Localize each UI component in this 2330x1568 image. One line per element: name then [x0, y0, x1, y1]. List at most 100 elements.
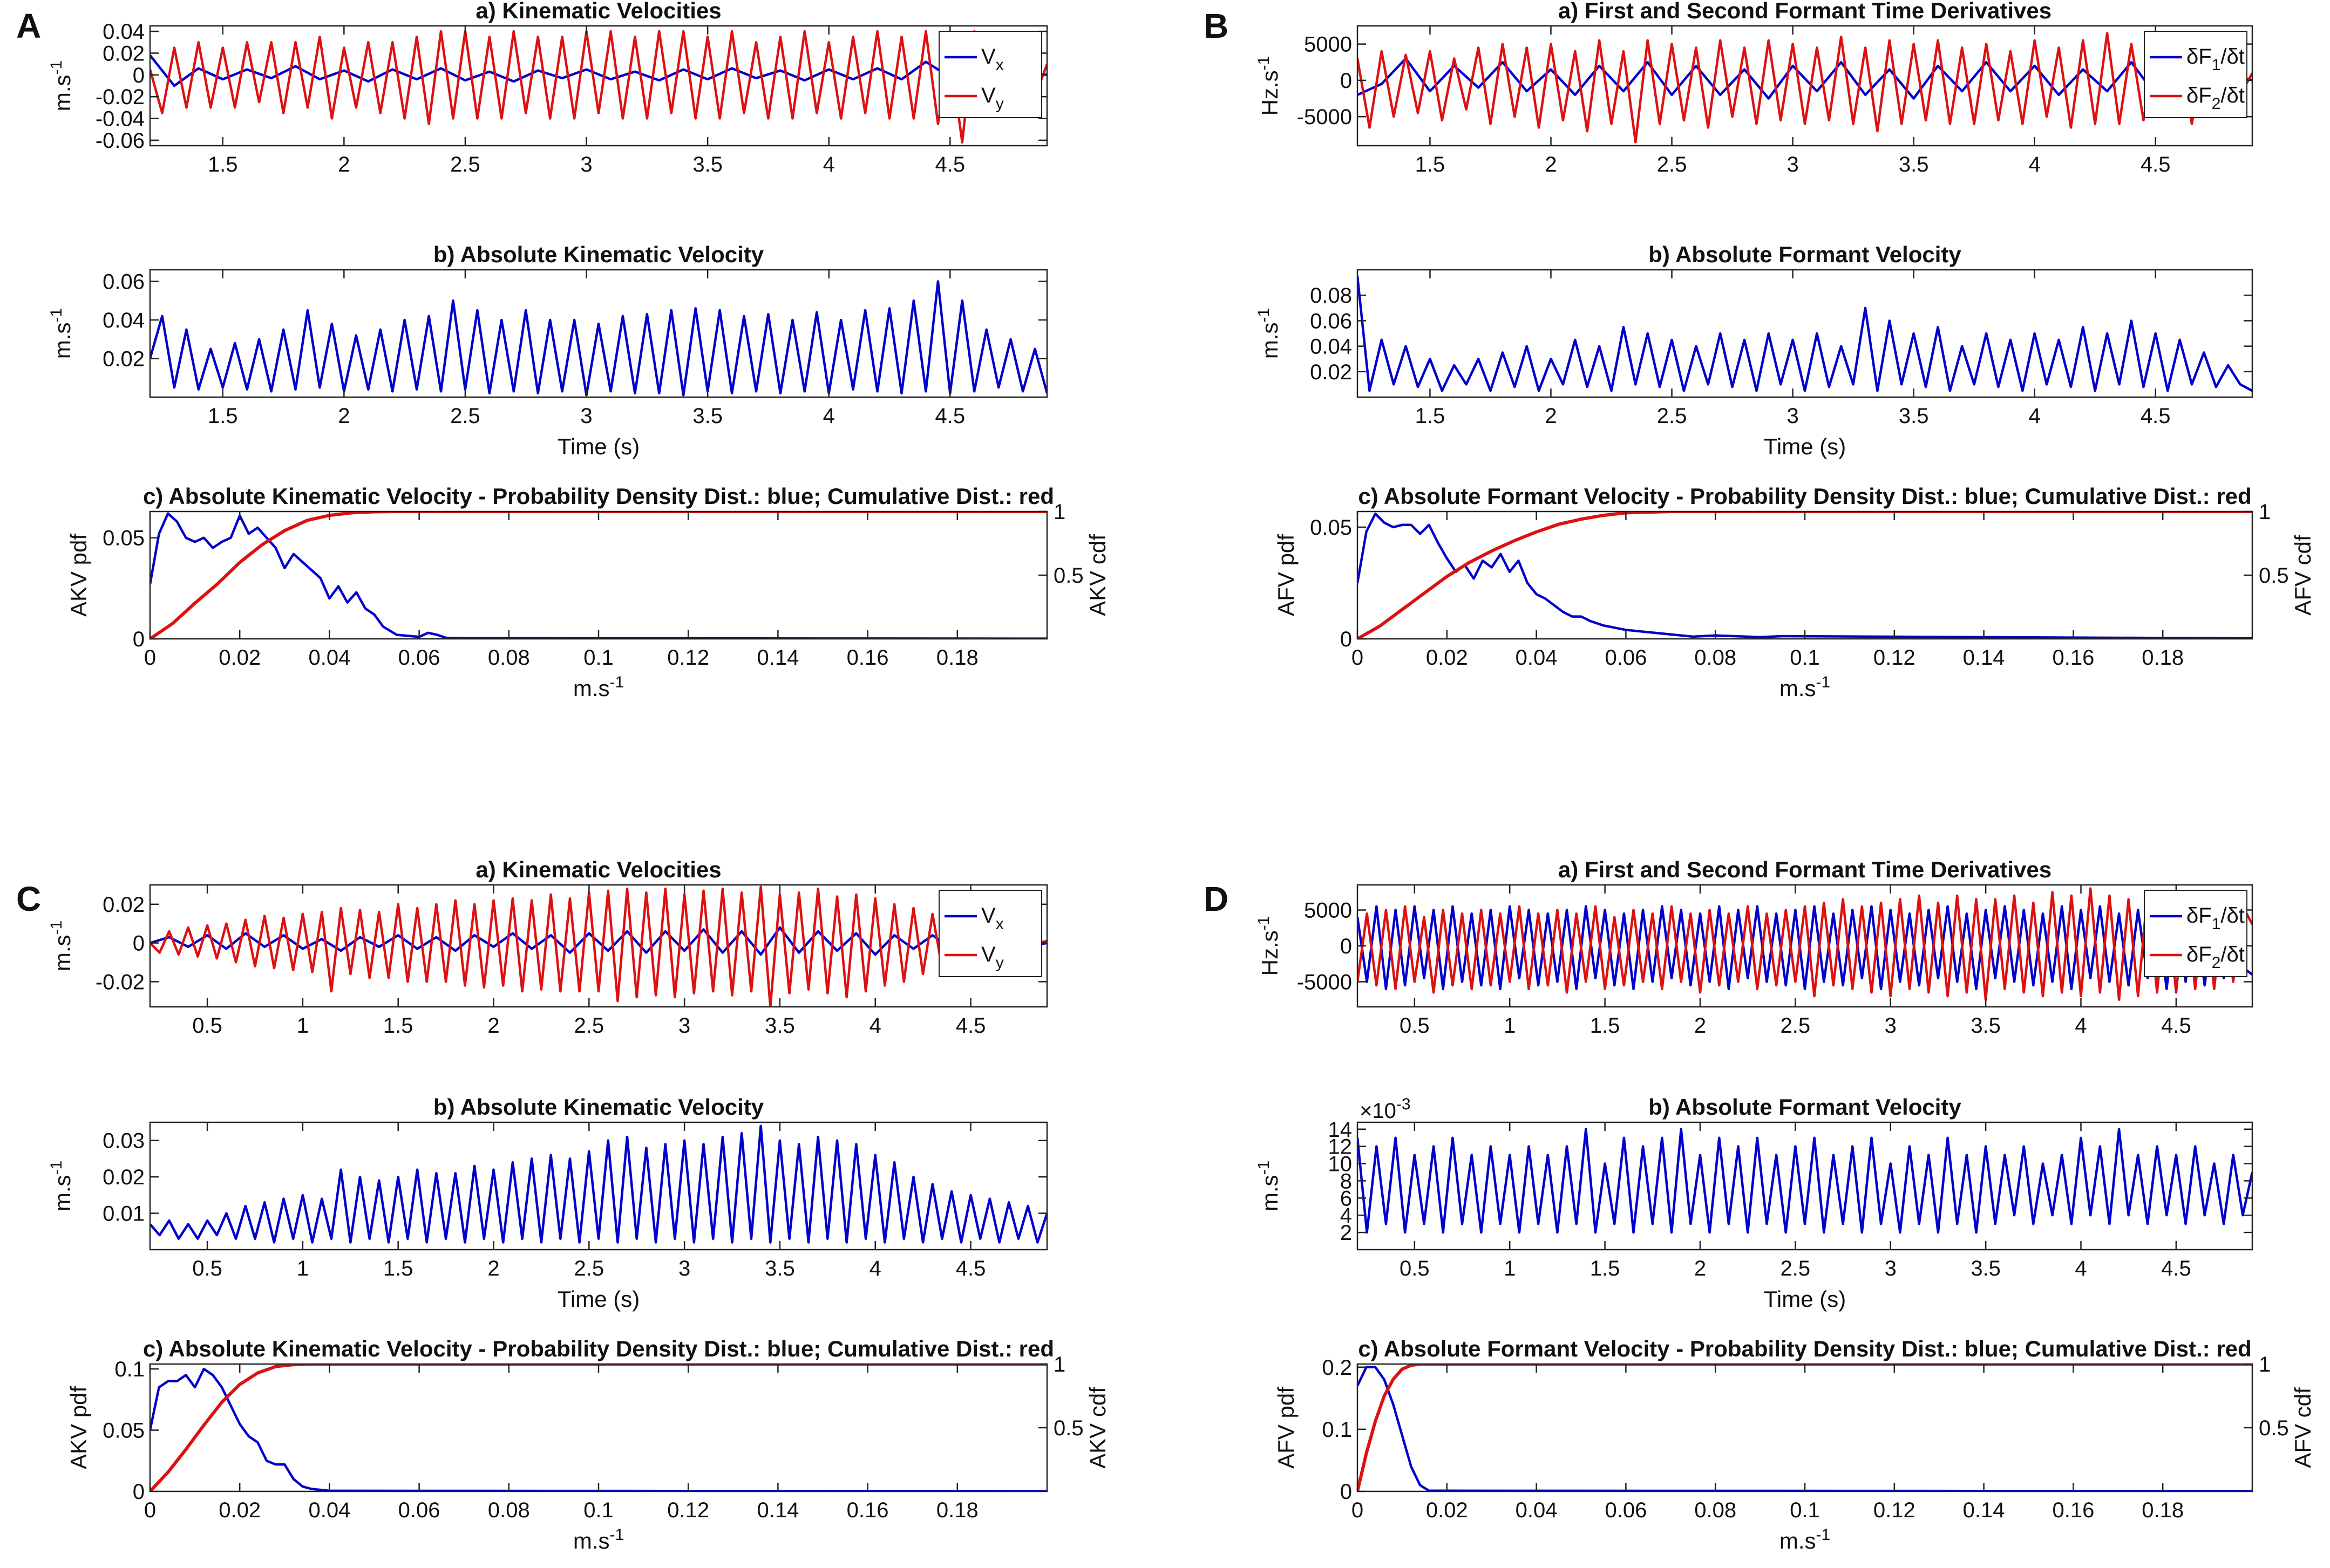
x-tick-label: 0.04	[308, 1498, 350, 1522]
y-tick-label: -5000	[1297, 970, 1352, 994]
x-tick-label: 0.12	[1873, 1498, 1915, 1522]
legend-entry-base: δF	[2186, 943, 2212, 966]
panel-letter: A	[16, 6, 41, 45]
x-tick-label: 0.1	[1790, 1498, 1820, 1522]
legend-entry-tail: /δt	[2220, 904, 2245, 928]
legend-entry: Vx	[981, 904, 1004, 933]
x-tick-label: 0.06	[1605, 646, 1647, 670]
x-tick-label: 0.12	[1873, 646, 1915, 670]
y-axis-label: m.s-1	[47, 921, 75, 971]
x-tick-label: 2.5	[574, 1014, 604, 1038]
x-tick-label: 2.5	[1657, 153, 1687, 176]
x-tick-label: 1	[1504, 1014, 1516, 1038]
x-axis-label-text: m.s	[1779, 1528, 1816, 1553]
y-axis-label-right: AFV cdf	[2290, 1387, 2315, 1468]
x-tick-label: 3.5	[1899, 153, 1929, 176]
subplot-b-c: c) Absolute Formant Velocity - Probabili…	[1273, 483, 2315, 701]
subplot-a-b: b) Absolute Kinematic Velocity 1.5 2 2.5 3 3.…	[47, 242, 1048, 459]
panel-d: Da) First and Second Formant Time Deriva…	[1204, 857, 2315, 1553]
subplot-c-c: c) Absolute Kinematic Velocity - Probabi…	[66, 1336, 1110, 1553]
x-tick-label: 4.5	[956, 1257, 986, 1280]
legend-entry-subscript: 2	[2212, 954, 2221, 972]
series-line-pdf	[1357, 1366, 2252, 1491]
x-tick-label: 0.02	[1426, 646, 1468, 670]
y-tick-label: 0.02	[103, 347, 145, 371]
y-tick-label: 14	[1328, 1118, 1353, 1142]
series-line-df1-dt	[1357, 905, 2252, 991]
x-tick-label: 1.5	[208, 404, 238, 428]
legend-entry-base: δF	[2186, 904, 2212, 928]
x-tick-label: 2.5	[1657, 404, 1687, 428]
legend-entry-subscript: 1	[2212, 56, 2221, 74]
subplot-title: a) First and Second Formant Time Derivat…	[1558, 857, 2052, 882]
x-tick-label: 0.16	[2052, 646, 2094, 670]
x-tick-label: 0.5	[1400, 1014, 1430, 1038]
y-axis-label-exponent: -1	[47, 1161, 65, 1175]
y-axis-label: m.s-1	[1255, 308, 1282, 359]
y-tick-label: 0.04	[1310, 335, 1352, 359]
x-tick-label: 1	[297, 1014, 309, 1038]
y-tick-label: 0.06	[103, 270, 145, 294]
y-tick-label: -0.02	[96, 85, 145, 109]
legend-entry-base: δF	[2186, 45, 2212, 69]
y-tick-label-right: 1	[1054, 1353, 1065, 1376]
x-tick-label: 2	[1694, 1257, 1706, 1280]
y-tick-label: 0	[1340, 1480, 1352, 1504]
x-tick-label: 2	[338, 153, 350, 176]
series-group	[150, 30, 1047, 144]
x-axis-label: Time (s)	[1764, 1286, 1846, 1312]
y-axis-label: AFV pdf	[1273, 534, 1299, 616]
y-axis-label: m.s-1	[47, 308, 75, 359]
y-tick-label: 0.01	[103, 1202, 145, 1226]
y-tick-label: 5000	[1304, 33, 1352, 57]
subplot-title: c) Absolute Kinematic Velocity - Probabi…	[143, 1336, 1054, 1361]
x-tick-label: 0.18	[2142, 646, 2184, 670]
y-tick-label-right: 0.5	[1054, 1416, 1084, 1440]
y-tick-label: 8	[1340, 1169, 1352, 1193]
x-tick-label: 0.04	[1516, 1498, 1558, 1522]
y-tick-label: 0.05	[103, 1419, 145, 1443]
x-tick-label: 1.5	[1415, 153, 1445, 176]
x-tick-label: 4.5	[935, 153, 966, 176]
x-tick-label: 1.5	[1415, 404, 1445, 428]
y-tick-label: 0	[133, 628, 145, 651]
x-tick-label: 0.5	[1400, 1257, 1430, 1280]
y-axis-label-text: m.s	[50, 323, 75, 359]
legend-entry: δF2/δt	[2186, 84, 2245, 113]
y-tick-label: 10	[1328, 1153, 1353, 1176]
x-tick-label: 2.5	[450, 153, 480, 176]
x-tick-label: 3	[1786, 153, 1798, 176]
subplot-title: a) First and Second Formant Time Derivat…	[1558, 0, 2052, 23]
y-tick-label: 0	[133, 64, 145, 87]
legend-entry-tail: /δt	[2220, 84, 2245, 107]
x-tick-label: 3.5	[765, 1257, 795, 1280]
y-axis-label-exponent: -1	[47, 921, 65, 935]
y-tick-label: 2	[1340, 1221, 1352, 1245]
x-tick-label: 0.16	[847, 646, 889, 670]
y-axis-label-right: AKV cdf	[1085, 1387, 1110, 1469]
y-axis-label-text: m.s	[50, 75, 75, 112]
panel-c: Ca) Kinematic Velocities 0.5 1 1.5 2 2.5 3 3.5 4…	[16, 857, 1110, 1553]
series-line-afv	[1357, 276, 2252, 392]
axes-box	[149, 269, 1048, 398]
x-tick-label: 0.06	[398, 646, 440, 670]
y-axis-label: AKV pdf	[66, 1386, 91, 1469]
y-tick-label: 0.05	[1310, 516, 1352, 540]
legend-entry-base: V	[981, 904, 996, 928]
x-tick-label: 2	[1545, 153, 1557, 176]
axes-box	[1356, 1121, 2253, 1251]
series-group	[1357, 512, 2252, 639]
x-tick-label: 0.08	[488, 646, 530, 670]
x-axis-label-text: m.s	[573, 1528, 610, 1553]
y-tick-label: 0	[133, 1480, 145, 1504]
x-tick-label: 0.06	[398, 1498, 440, 1522]
series-group	[1357, 1128, 2252, 1234]
legend-entry-subscript: y	[996, 954, 1004, 972]
legend-entry: δF1/δt	[2186, 904, 2245, 933]
x-tick-label: 3	[1786, 404, 1798, 428]
y-tick-label-right: 0.5	[2259, 564, 2289, 588]
x-tick-label: 4.5	[2161, 1014, 2191, 1038]
x-tick-label: 0.18	[936, 646, 979, 670]
y-tick-label: -5000	[1297, 105, 1352, 129]
